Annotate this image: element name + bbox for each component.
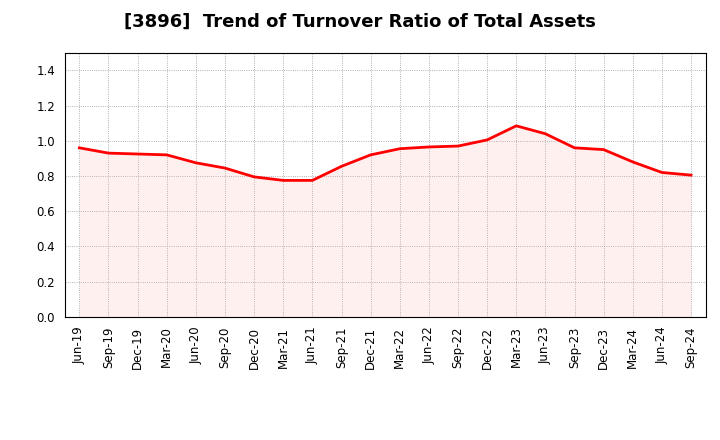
Text: [3896]  Trend of Turnover Ratio of Total Assets: [3896] Trend of Turnover Ratio of Total … — [124, 13, 596, 31]
